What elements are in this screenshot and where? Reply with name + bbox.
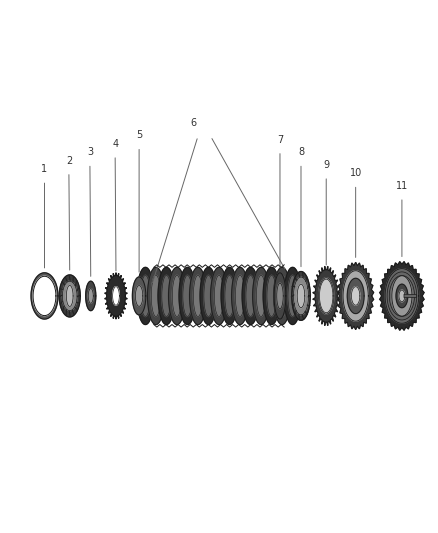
Polygon shape bbox=[141, 276, 150, 317]
Polygon shape bbox=[132, 277, 146, 315]
Polygon shape bbox=[158, 268, 175, 325]
Polygon shape bbox=[232, 268, 248, 325]
Polygon shape bbox=[190, 268, 206, 325]
Polygon shape bbox=[253, 268, 269, 325]
Polygon shape bbox=[263, 268, 280, 325]
Polygon shape bbox=[274, 273, 286, 319]
Polygon shape bbox=[105, 273, 127, 319]
Text: 7: 7 bbox=[277, 134, 283, 144]
Text: 5: 5 bbox=[136, 131, 142, 140]
Polygon shape bbox=[313, 266, 339, 326]
Polygon shape bbox=[343, 271, 368, 321]
Polygon shape bbox=[62, 281, 77, 311]
Polygon shape bbox=[204, 276, 213, 317]
Polygon shape bbox=[193, 276, 203, 317]
Polygon shape bbox=[225, 276, 234, 317]
Polygon shape bbox=[277, 283, 283, 309]
Polygon shape bbox=[135, 286, 143, 306]
Polygon shape bbox=[351, 287, 360, 305]
Polygon shape bbox=[399, 290, 405, 302]
Polygon shape bbox=[214, 276, 224, 317]
Text: 8: 8 bbox=[298, 147, 304, 157]
Polygon shape bbox=[151, 276, 161, 317]
Polygon shape bbox=[288, 276, 297, 317]
Text: 10: 10 bbox=[350, 168, 362, 178]
Polygon shape bbox=[169, 268, 185, 325]
Text: 3: 3 bbox=[87, 147, 93, 157]
Polygon shape bbox=[404, 294, 417, 297]
Polygon shape bbox=[347, 278, 364, 313]
Polygon shape bbox=[172, 276, 182, 317]
Polygon shape bbox=[380, 262, 424, 330]
Polygon shape bbox=[59, 275, 80, 317]
Polygon shape bbox=[242, 268, 259, 325]
Polygon shape bbox=[297, 284, 305, 308]
Polygon shape bbox=[67, 286, 73, 306]
Polygon shape bbox=[86, 281, 96, 311]
Polygon shape bbox=[385, 269, 419, 323]
Polygon shape bbox=[292, 271, 310, 320]
Polygon shape bbox=[318, 278, 334, 314]
Polygon shape bbox=[33, 276, 56, 316]
Polygon shape bbox=[179, 268, 196, 325]
Text: 9: 9 bbox=[323, 160, 329, 170]
Polygon shape bbox=[319, 279, 333, 313]
Polygon shape bbox=[221, 268, 238, 325]
Polygon shape bbox=[113, 287, 119, 305]
Polygon shape bbox=[137, 268, 154, 325]
Polygon shape bbox=[200, 268, 217, 325]
Polygon shape bbox=[256, 276, 266, 317]
Polygon shape bbox=[338, 262, 374, 329]
Text: 1: 1 bbox=[42, 164, 48, 174]
Polygon shape bbox=[284, 268, 301, 325]
Text: 11: 11 bbox=[396, 181, 408, 191]
Polygon shape bbox=[31, 273, 58, 319]
Polygon shape bbox=[396, 284, 408, 308]
Polygon shape bbox=[277, 276, 287, 317]
Polygon shape bbox=[246, 276, 255, 317]
Text: 2: 2 bbox=[66, 156, 72, 166]
Polygon shape bbox=[88, 288, 93, 303]
Polygon shape bbox=[183, 276, 192, 317]
Polygon shape bbox=[211, 268, 227, 325]
Polygon shape bbox=[274, 268, 290, 325]
Polygon shape bbox=[267, 276, 276, 317]
Text: 6: 6 bbox=[191, 118, 197, 128]
Polygon shape bbox=[235, 276, 245, 317]
Polygon shape bbox=[293, 277, 308, 315]
Polygon shape bbox=[148, 268, 164, 325]
Polygon shape bbox=[392, 276, 412, 316]
Polygon shape bbox=[162, 276, 171, 317]
Text: 4: 4 bbox=[112, 139, 118, 149]
